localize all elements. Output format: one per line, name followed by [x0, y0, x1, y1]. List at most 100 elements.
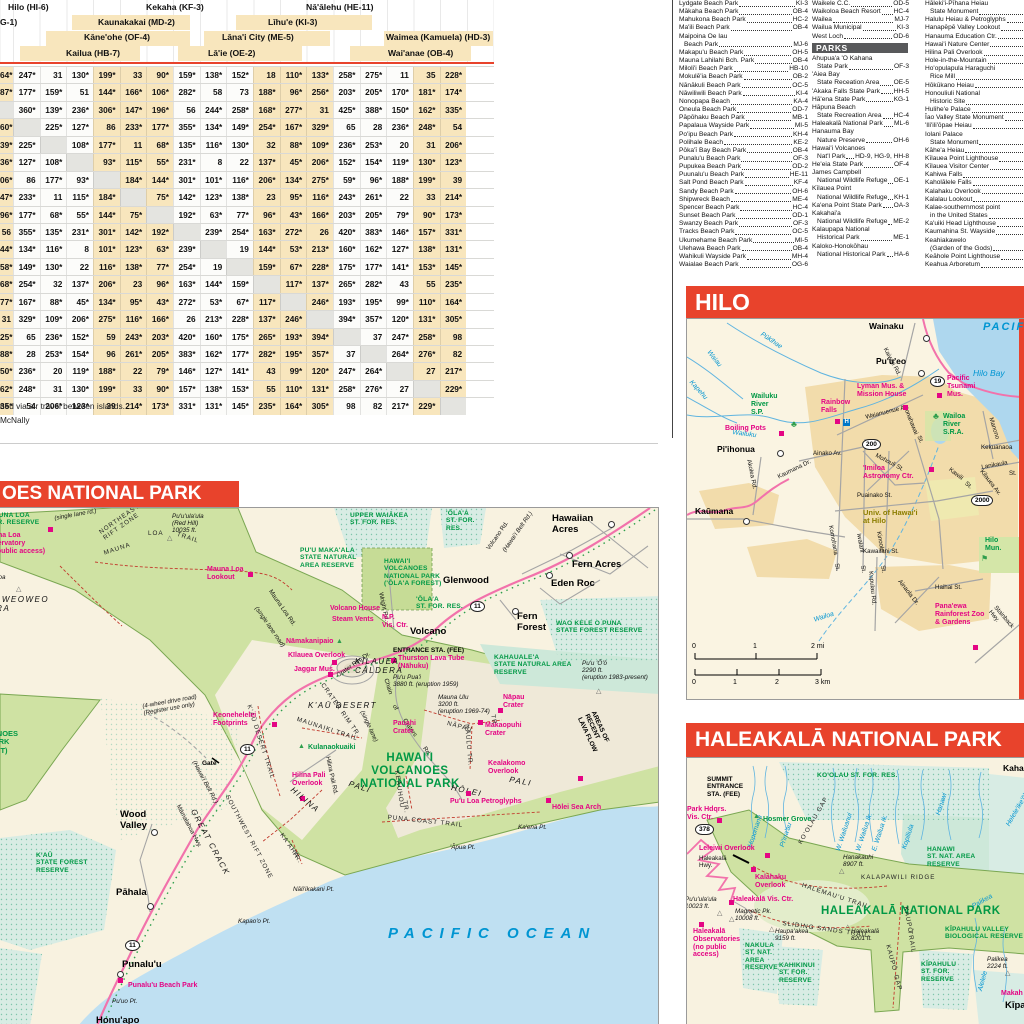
mileage-cell: 177*	[13, 84, 40, 101]
mileage-cell: 43	[386, 276, 413, 293]
index-entry: Kaloko-Honokōhau	[812, 242, 869, 250]
mileage-cell: 63*	[199, 206, 227, 223]
mileage-cell: 225*	[39, 119, 67, 136]
mileage-cell: 93*	[92, 154, 120, 171]
mileage-cell: 99*	[279, 363, 307, 380]
town-marker	[117, 971, 124, 978]
index-entry: Makapu'u Beach Park OH-5	[679, 48, 808, 56]
index-entry: Iolani Palace	[925, 130, 963, 138]
town-label: Eden Roc	[551, 578, 595, 589]
mileage-cell: 06*	[0, 171, 13, 189]
peak-icon: △	[769, 926, 775, 933]
town-label: Kīpa	[1005, 1000, 1024, 1011]
park-label: Wailuku River S.P.	[751, 393, 778, 416]
poi-marker	[272, 722, 277, 727]
physiographic-label: MOKU'ĀWEOWEO CALDERA	[0, 595, 50, 613]
mileage-cell: 28	[13, 346, 40, 363]
town-label: Honu'apo	[96, 1015, 140, 1024]
trail-label: KALAPAWILI RIDGE	[861, 874, 936, 881]
index-entry: Punalu'u Beach Park OF-3	[679, 154, 808, 162]
mileage-cell: 55*	[66, 206, 93, 223]
mileage-cell: 276*	[359, 380, 387, 398]
mileage-cell: 239*	[172, 241, 200, 258]
mileage-cell: 99*	[386, 293, 413, 311]
mileage-cell: 177*	[13, 206, 40, 223]
mileage-cell: 43*	[146, 293, 173, 311]
mileage-cell: 329*	[306, 119, 333, 136]
header-laie: Lā'ie (OE-2)	[208, 48, 256, 58]
volcanoes-map: MAUNA LOA FOR. RESERVE(single lane rd.)M…	[0, 507, 659, 1024]
forest-label: WAO KELE O PUNA STATE FOREST RESERVE	[556, 620, 643, 635]
mileage-cell: 88*	[39, 293, 67, 311]
poi-marker	[929, 467, 934, 472]
mileage-cell: 305*	[306, 398, 333, 415]
mileage-cell	[39, 136, 67, 154]
mileage-cell: 110*	[412, 293, 440, 311]
mileage-cell: 134*	[279, 171, 307, 189]
mileage-cell: 153*	[226, 380, 253, 398]
mileage-cell: 206*	[252, 171, 280, 189]
index-entry: Tracks Beach Park OC-5	[679, 228, 808, 236]
mileage-cell	[439, 398, 467, 415]
route-shield: 200	[862, 439, 881, 450]
mileage-cell: 306*	[92, 101, 120, 119]
mileage-cell: 357*	[359, 311, 387, 328]
mileage-cell: 246*	[279, 311, 307, 328]
mileage-cell: 254*	[226, 223, 253, 241]
poi-label: Makah	[1001, 990, 1023, 997]
footnote-air-travel: ned via air travel between islands.	[0, 401, 125, 411]
mileage-cell: 117*	[252, 293, 280, 311]
mileage-cell: 150*	[386, 101, 413, 119]
station-label: Gate	[202, 760, 217, 767]
mileage-cell: 138*	[199, 380, 227, 398]
mileage-cell: 109*	[306, 136, 333, 154]
header-band	[72, 15, 190, 30]
mileage-cell: 19	[199, 258, 227, 276]
mileage-cell: 217*	[386, 398, 413, 415]
index-entry: Kaholālele Falls	[925, 179, 1024, 187]
poi-label: Kealakomo Overlook	[488, 760, 526, 775]
water-label: Hilo Bay	[973, 368, 1005, 378]
mileage-cell: 90*	[412, 206, 440, 223]
mileage-cell: 133*	[306, 67, 333, 84]
mileage-cell: 96	[92, 346, 120, 363]
index-entry: Kahiwa Falls	[925, 171, 1024, 179]
mileage-cell: 65	[332, 119, 360, 136]
mileage-cell	[119, 189, 147, 206]
index-entry: 'Aiea Bay	[812, 71, 840, 79]
mileage-cell: 265*	[252, 328, 280, 345]
hospital-icon: H	[843, 419, 851, 426]
mileage-cell: 106*	[146, 84, 173, 101]
mileage-cell: 205*	[359, 84, 387, 101]
mileage-cell: 11	[386, 67, 413, 84]
mileage-cell: 138*	[119, 258, 147, 276]
route-shield: 11	[125, 940, 140, 951]
mileage-cell: 18	[252, 67, 280, 84]
elevation-label: Ka'ena Pt.	[518, 824, 547, 831]
poi-label: Pacific Tsunami Mus.	[947, 375, 976, 398]
scale-label: 1	[753, 643, 757, 650]
mileage-cell: 166*	[306, 206, 333, 223]
town-label: Kahan	[1003, 763, 1024, 773]
elevation-label: Palikea 2224 ft.	[987, 956, 1009, 971]
header-band	[178, 46, 302, 61]
mileage-cell: 206*	[39, 398, 67, 415]
header-band	[20, 46, 140, 61]
index-entry: Nature Preserve OH-6	[817, 136, 909, 144]
mileage-cell: 116*	[199, 136, 227, 154]
mileage-cell: 130*	[226, 136, 253, 154]
mileage-cell: 329*	[13, 311, 40, 328]
poi-label: Boiling Pots	[725, 425, 766, 432]
mileage-row: 96* 177* 68* 55* 144* 75* 192* 63* 77* 96* 43* 166*…	[0, 205, 494, 223]
index-entry: Ho'opulapula Haraguchi	[925, 65, 996, 73]
mileage-cell: 31	[412, 136, 440, 154]
poi-marker	[835, 419, 840, 424]
mileage-cell: 39	[92, 398, 120, 415]
mileage-row: 87* 177* 159* 51 144* 166* 106* 282* 58 73 188* 96*…	[0, 83, 494, 101]
mileage-cell: 247*	[386, 328, 413, 345]
mileage-cell: 177*	[92, 136, 120, 154]
index-entry: Hā'ena State Park KG-1	[812, 95, 909, 103]
index-entry: Kalae-southernmost point	[925, 203, 1001, 211]
road-label: Kawailani St.	[863, 548, 899, 555]
poi-marker	[903, 405, 908, 410]
